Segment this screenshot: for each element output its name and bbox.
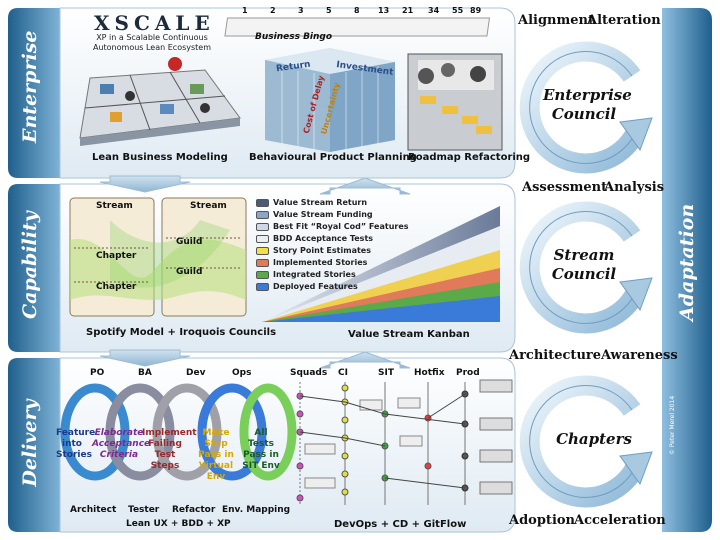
word-adoption: Adoption <box>509 513 576 528</box>
logo-tagline-2: Autonomous Lean Ecosystem <box>92 43 212 52</box>
phase-adaptation: Adaptation <box>676 203 698 321</box>
business-bingo-label: Business Bingo <box>255 32 333 42</box>
lean-business-modeling-label: Lean Business Modeling <box>92 152 228 163</box>
legend-label: BDD Acceptance Tests <box>273 234 374 243</box>
legend-label: Implemented Stories <box>273 258 368 267</box>
step-feature-into-stories: Feature into Stories <box>56 428 96 460</box>
stream-council-label: Stream Council <box>551 246 617 283</box>
lean-ux-caption: Lean UX + BDD + XP <box>126 519 231 529</box>
word-assessment: Assessment <box>522 180 608 195</box>
legend-item: Integrated Stories <box>256 270 356 279</box>
legend-item: Story Point Estimates <box>256 246 371 255</box>
bingo-number: 2 <box>270 6 276 15</box>
legend-swatch <box>256 282 269 291</box>
guild-label-2: Guild <box>176 267 203 277</box>
word-acceleration: Acceleration <box>574 513 666 528</box>
legend-item: Implemented Stories <box>256 258 367 267</box>
stream-label-2: Stream <box>190 201 227 211</box>
gitflow-column-label: Hotfix <box>414 368 445 378</box>
legend-item: Value Stream Funding <box>256 210 373 219</box>
guild-label-1: Guild <box>176 237 203 247</box>
value-stream-kanban-chart <box>262 206 500 322</box>
legend-swatch <box>256 222 269 231</box>
spotify-model-image <box>69 197 247 317</box>
legend-item: BDD Acceptance Tests <box>256 234 373 243</box>
legend-label: Integrated Stories <box>273 270 356 279</box>
xscale-logo: XSCALE <box>94 11 215 35</box>
legend-item: Best Fit “Royal Cod” Features <box>256 222 409 231</box>
gitflow-column-label: SIT <box>378 368 394 378</box>
lean-ux-bdd-xp-loops <box>60 383 297 481</box>
legend-swatch <box>256 258 269 267</box>
stream-label-1: Stream <box>96 201 133 211</box>
spotify-model-caption: Spotify Model + Iroquois Councils <box>86 327 277 338</box>
phase-delivery: Delivery <box>19 399 41 487</box>
legend-item: Deployed Features <box>256 282 358 291</box>
roadmap-refactoring-photo <box>407 53 503 151</box>
enterprise-council-cycle <box>519 41 653 174</box>
bingo-number: 21 <box>402 6 414 15</box>
role-bottom: Env. Mapping <box>222 505 291 515</box>
gitflow-caption: DevOps + CD + GitFlow <box>334 519 467 530</box>
legend-swatch <box>256 198 269 207</box>
role-bottom: Tester <box>128 505 160 515</box>
legend-label: Deployed Features <box>273 282 358 291</box>
phase-enterprise: Enterprise <box>19 30 41 143</box>
role-bottom: Refactor <box>172 505 216 515</box>
value-stream-kanban-caption: Value Stream Kanban <box>348 329 470 340</box>
lean-business-model-image <box>79 57 241 146</box>
word-alignment: Alignment <box>518 13 594 28</box>
bingo-number: 5 <box>326 6 332 15</box>
bingo-number: 8 <box>354 6 360 15</box>
chapter-label-2: Chapter <box>96 282 137 292</box>
gitflow-diagram <box>296 379 513 505</box>
bingo-number: 55 <box>452 6 464 15</box>
role-top: Dev <box>186 368 206 378</box>
phase-capability: Capability <box>19 211 41 319</box>
bingo-number: 1 <box>242 6 248 15</box>
word-architecture: Architecture <box>509 348 602 363</box>
role-top: BA <box>138 368 152 378</box>
legend-label: Story Point Estimates <box>273 246 371 255</box>
legend-label: Value Stream Return <box>273 198 368 207</box>
gitflow-column-label: CI <box>338 368 348 378</box>
legend-swatch <box>256 246 269 255</box>
gitflow-column-label: Prod <box>456 368 480 378</box>
bingo-number: 13 <box>378 6 390 15</box>
bingo-numbers: 1 2 3 5 8 13 21 34 55 89 <box>238 6 488 18</box>
legend-label: Value Stream Funding <box>273 210 373 219</box>
gitflow-column-label: Squads <box>290 368 328 378</box>
product-planning-cube <box>265 48 395 152</box>
chapters-label: Chapters <box>556 430 632 448</box>
step-all-tests-pass: All Tests Pass in SIT Env <box>242 428 280 471</box>
legend-swatch <box>256 234 269 243</box>
word-awareness: Awareness <box>601 348 678 363</box>
stream-council-cycle <box>519 201 653 334</box>
chapter-label-1: Chapter <box>96 251 137 261</box>
word-analysis: Analysis <box>604 180 665 195</box>
word-alteration: Alteration <box>587 13 661 28</box>
legend-item: Value Stream Return <box>256 198 367 207</box>
bingo-number: 34 <box>428 6 440 15</box>
role-top: PO <box>90 368 105 378</box>
bingo-number: 89 <box>470 6 482 15</box>
legend-swatch <box>256 210 269 219</box>
chapters-cycle <box>519 375 653 508</box>
step-make-step-pass: Make Step Pass in Virtual Env <box>198 428 234 482</box>
step-implement-failing-tests: Implement Failing Test Steps <box>142 428 197 471</box>
role-bottom: Architect <box>70 505 117 515</box>
roadmap-refactoring-label: Roadmap Refactoring <box>408 152 531 163</box>
step-elaborate-acceptance: Elaborate Acceptance Criteria <box>92 428 151 460</box>
copyright: © Peter Merel 2014 <box>669 395 676 455</box>
role-top: Ops <box>232 368 252 378</box>
legend-label: Best Fit “Royal Cod” Features <box>273 222 409 231</box>
bingo-number: 3 <box>298 6 304 15</box>
business-bingo-strip <box>224 17 491 37</box>
behavioural-product-planning-label: Behavioural Product Planning <box>249 152 417 163</box>
logo-tagline-1: XP in a Scalable Continuous <box>96 33 208 42</box>
enterprise-council-label: Enterprise Council <box>543 86 632 123</box>
legend-swatch <box>256 270 269 279</box>
